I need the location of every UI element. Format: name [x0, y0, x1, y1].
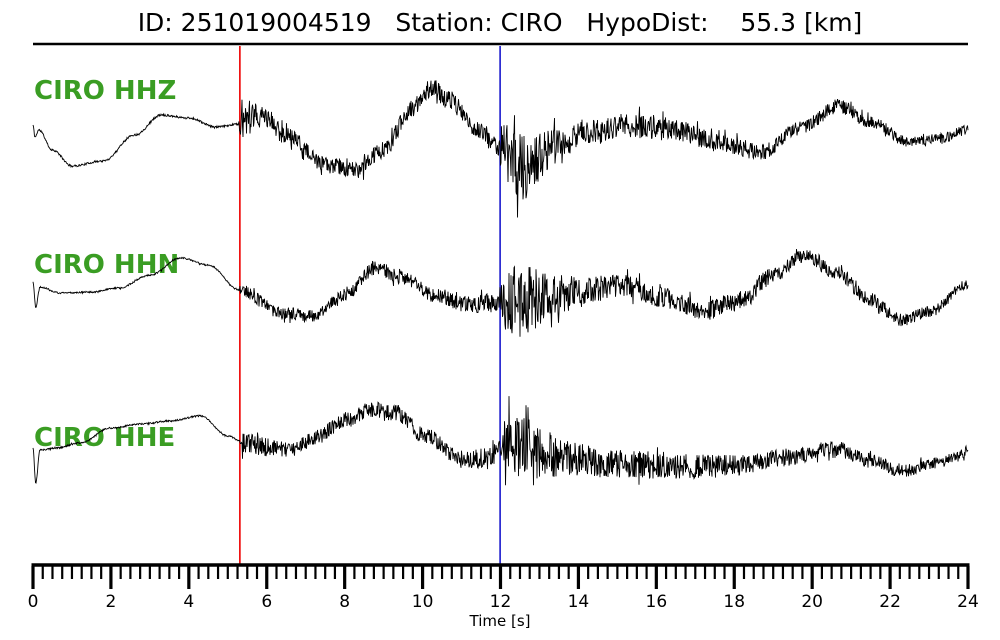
x-tick-label: 6	[261, 592, 273, 612]
x-tick-label: 24	[957, 592, 979, 612]
x-tick-label: 18	[723, 592, 746, 612]
x-tick-label: 4	[183, 592, 195, 612]
waveform-trace-ciro-hhn	[32, 248, 969, 337]
channel-label-hhz: CIRO HHZ	[34, 76, 177, 106]
x-tick-label: 2	[105, 592, 117, 612]
x-axis-title: Time [s]	[469, 612, 531, 630]
figure-title: ID: 251019004519 Station: CIRO HypoDist:…	[137, 8, 863, 37]
waveform-trace-ciro-hhz	[32, 80, 969, 218]
waveform-trace-ciro-hhe	[32, 396, 969, 486]
x-tick-label: 16	[645, 592, 668, 612]
x-tick-label: 14	[567, 592, 590, 612]
x-tick-label: 8	[339, 592, 351, 612]
x-tick-label: 22	[879, 592, 901, 612]
x-tick-label: 0	[27, 592, 39, 612]
x-tick-label: 10	[411, 592, 434, 612]
x-tick-label: 12	[489, 592, 512, 612]
channel-label-hhn: CIRO HHN	[34, 250, 180, 280]
x-tick-label: 20	[801, 592, 823, 612]
